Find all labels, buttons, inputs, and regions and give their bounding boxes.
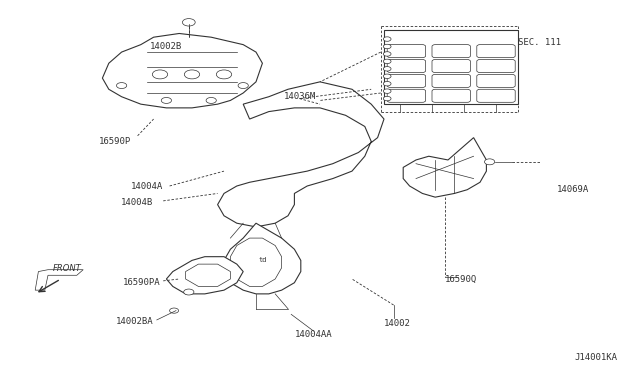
Circle shape <box>152 70 168 79</box>
Polygon shape <box>384 30 518 104</box>
Text: FRONT: FRONT <box>53 264 81 273</box>
Polygon shape <box>166 257 243 294</box>
FancyBboxPatch shape <box>387 45 426 58</box>
Circle shape <box>383 44 391 49</box>
Circle shape <box>184 70 200 79</box>
Polygon shape <box>102 33 262 108</box>
Text: 14004B: 14004B <box>122 198 154 207</box>
Text: 14002: 14002 <box>383 319 410 328</box>
Polygon shape <box>230 238 282 286</box>
Text: 14004AA: 14004AA <box>295 330 332 339</box>
FancyBboxPatch shape <box>432 89 470 102</box>
FancyBboxPatch shape <box>387 74 426 87</box>
FancyBboxPatch shape <box>387 60 426 73</box>
Polygon shape <box>218 82 384 227</box>
Circle shape <box>383 89 391 93</box>
Circle shape <box>206 97 216 103</box>
FancyBboxPatch shape <box>477 89 515 102</box>
Polygon shape <box>35 270 83 290</box>
Polygon shape <box>224 223 301 294</box>
Circle shape <box>383 74 391 78</box>
Circle shape <box>383 67 391 71</box>
Circle shape <box>383 37 391 41</box>
Text: J14001KA: J14001KA <box>575 353 618 362</box>
Circle shape <box>161 97 172 103</box>
FancyBboxPatch shape <box>432 74 470 87</box>
Circle shape <box>383 81 391 86</box>
FancyBboxPatch shape <box>477 45 515 58</box>
Text: 14002BA: 14002BA <box>116 317 154 326</box>
FancyBboxPatch shape <box>387 89 426 102</box>
Text: SEC. 111: SEC. 111 <box>518 38 561 47</box>
Text: 14004A: 14004A <box>131 182 163 190</box>
FancyBboxPatch shape <box>432 60 470 73</box>
Text: 16590Q: 16590Q <box>445 275 477 283</box>
Circle shape <box>216 70 232 79</box>
FancyBboxPatch shape <box>432 45 470 58</box>
Text: 14069A: 14069A <box>557 185 589 194</box>
FancyBboxPatch shape <box>477 74 515 87</box>
Circle shape <box>484 159 495 165</box>
Circle shape <box>383 52 391 56</box>
Polygon shape <box>186 264 230 286</box>
Text: 16590PA: 16590PA <box>122 278 160 287</box>
Circle shape <box>238 83 248 89</box>
Circle shape <box>383 59 391 64</box>
FancyBboxPatch shape <box>477 60 515 73</box>
Text: 14036M: 14036M <box>284 92 316 101</box>
Circle shape <box>170 308 179 313</box>
Text: 14002B: 14002B <box>150 42 182 51</box>
Circle shape <box>184 289 194 295</box>
Circle shape <box>116 83 127 89</box>
Circle shape <box>383 96 391 101</box>
Text: td: td <box>258 257 267 263</box>
Polygon shape <box>403 138 486 197</box>
Circle shape <box>182 19 195 26</box>
Text: 16590P: 16590P <box>99 137 131 146</box>
